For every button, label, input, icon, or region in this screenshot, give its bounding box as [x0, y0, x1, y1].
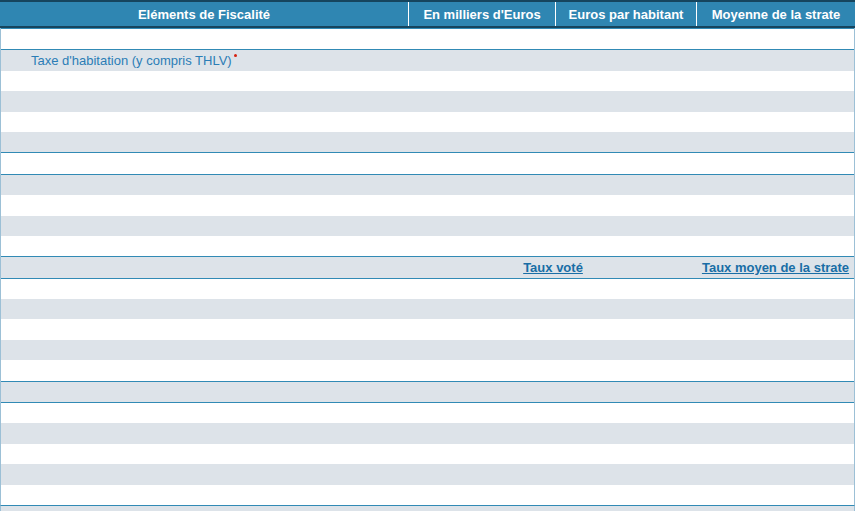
table-row [1, 403, 854, 423]
table-row [1, 279, 854, 299]
section-header-row [1, 381, 854, 403]
table-body: Taxe d'habitation (y compris THLV) Taux v… [0, 28, 855, 505]
subcolumn-header-taux-moyen-strate: Taux moyen de la strate [697, 260, 854, 275]
section-header-row [1, 152, 854, 174]
cut-off-next-section-row [0, 505, 855, 511]
column-header-moyenne-strate: Moyenne de la strate [696, 2, 855, 26]
row-label: Taxe d'habitation (y compris THLV) [1, 53, 409, 68]
table-row [1, 175, 854, 195]
footnote-marker-icon [234, 54, 237, 57]
table-row [1, 340, 854, 360]
taux-moyen-strate-link[interactable]: Taux moyen de la strate [702, 260, 849, 275]
table-row [1, 132, 854, 152]
table-row [1, 236, 854, 256]
subcolumn-header-taux-vote[interactable]: Taux voté [409, 260, 697, 275]
row-label-text: Taxe d'habitation (y compris THLV) [31, 53, 232, 68]
column-header-euros-par-habitant: Euros par habitant [555, 2, 696, 26]
table-row [1, 360, 854, 380]
fiscalite-table: Eléments de Fiscalité En milliers d'Euro… [0, 0, 855, 511]
column-header-milliers-euros: En milliers d'Euros [408, 2, 555, 26]
table-row [1, 299, 854, 319]
table-row [1, 216, 854, 236]
table-row [1, 319, 854, 339]
column-header-elements-de-fiscalite: Eléments de Fiscalité [0, 2, 408, 26]
section-header-row [1, 28, 854, 50]
table-row [1, 195, 854, 215]
table-row [1, 91, 854, 111]
taux-vote-link[interactable]: Taux voté [523, 260, 583, 275]
table-row [1, 112, 854, 132]
table-row [1, 71, 854, 91]
table-header-row: Eléments de Fiscalité En milliers d'Euro… [0, 0, 855, 28]
table-row: Taxe d'habitation (y compris THLV) [1, 50, 854, 70]
table-row [1, 464, 854, 484]
section-header-row: Taux voté Taux moyen de la strate [1, 256, 854, 278]
table-row [1, 423, 854, 443]
table-row [1, 444, 854, 464]
table-row [1, 485, 854, 505]
